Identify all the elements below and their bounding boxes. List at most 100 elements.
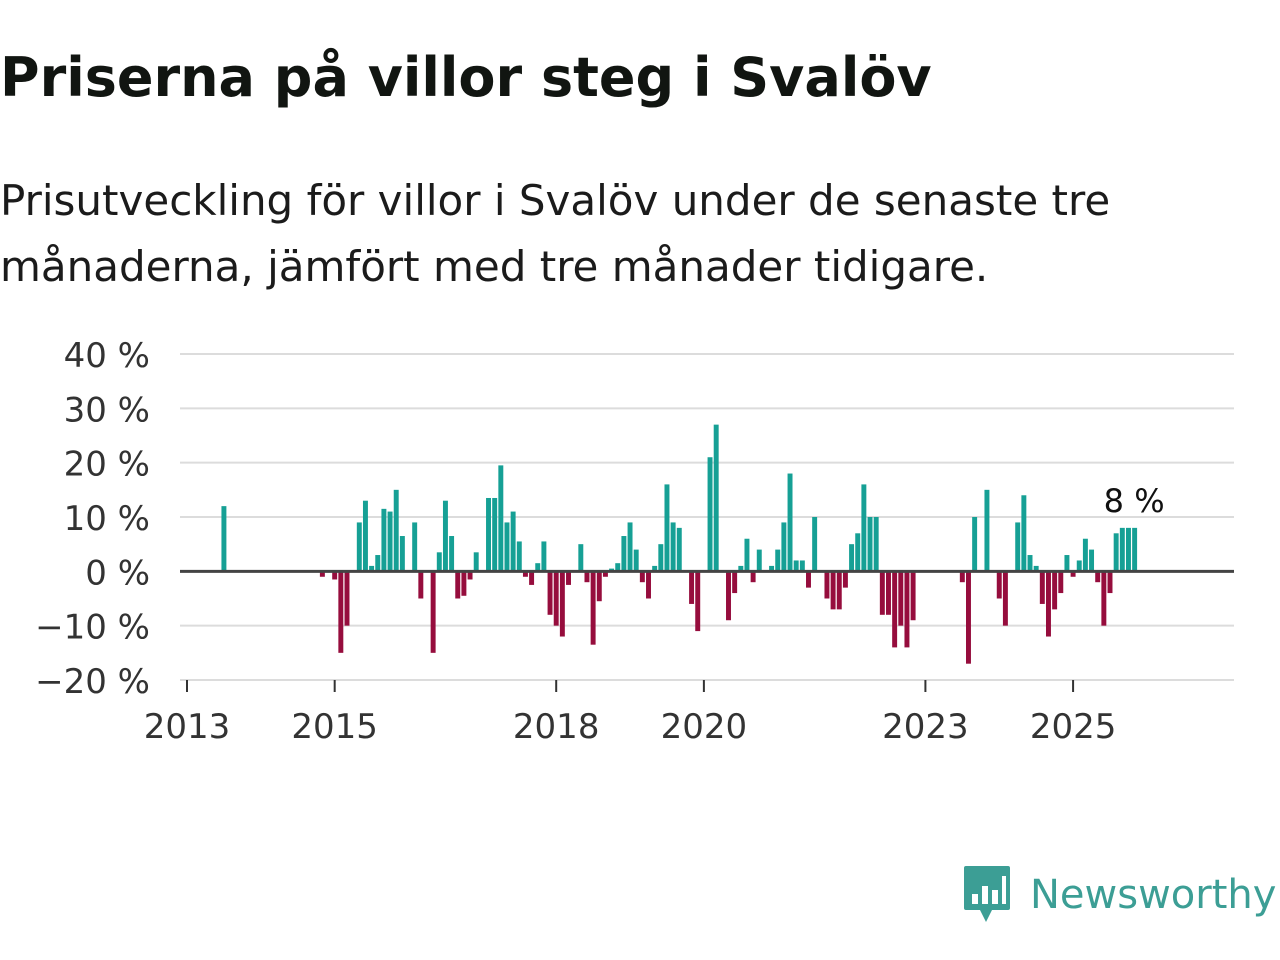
bar [812, 517, 818, 572]
bar [824, 571, 830, 599]
bar [1064, 555, 1070, 572]
bar [842, 571, 848, 588]
bar [707, 457, 713, 572]
bar [1113, 533, 1119, 572]
bar [781, 522, 787, 572]
bar [738, 565, 744, 572]
bar [1095, 571, 1101, 583]
bar [744, 538, 750, 572]
gridlines [180, 353, 1234, 681]
bar [510, 511, 516, 572]
x-tick-label: 2013 [144, 707, 231, 747]
bar [436, 552, 442, 572]
bar [319, 571, 325, 577]
bar [750, 571, 756, 583]
bar [369, 565, 375, 572]
bar [381, 508, 387, 572]
bar [418, 571, 424, 599]
bar [375, 555, 381, 572]
x-tick-label: 2025 [1030, 707, 1117, 747]
bar [959, 571, 965, 583]
bar [695, 571, 701, 632]
bar [492, 497, 498, 572]
bar [584, 571, 590, 583]
bar [356, 522, 362, 572]
bar [1107, 571, 1113, 594]
bar [639, 571, 645, 583]
bar [726, 571, 731, 621]
y-tick-label: 10 % [64, 499, 150, 539]
bar [1045, 571, 1051, 637]
bar [836, 571, 842, 610]
bar [442, 500, 448, 572]
bar [1015, 522, 1021, 572]
y-axis-tick-labels: 40 % 30 % 20 % 10 % 0 % −10 % −20 % [35, 336, 150, 702]
bar [430, 571, 436, 653]
bar [1039, 571, 1045, 604]
bar [904, 571, 910, 648]
bar [879, 571, 885, 615]
bar [529, 571, 535, 585]
x-tick-label: 2015 [291, 707, 378, 747]
bar [1101, 571, 1107, 626]
y-tick-label: 20 % [64, 445, 150, 485]
bar [966, 571, 971, 664]
y-tick-label: −10 % [35, 608, 150, 648]
bar [1125, 527, 1131, 572]
bar [732, 571, 738, 594]
y-tick-label: 0 % [85, 553, 150, 593]
bar [646, 571, 651, 599]
bar [387, 511, 393, 572]
bar [522, 571, 528, 577]
bar [1070, 571, 1076, 577]
bar [633, 549, 639, 572]
bar [972, 517, 978, 572]
bar [1119, 527, 1125, 572]
bar [652, 565, 658, 572]
bar [910, 571, 916, 621]
bar [486, 497, 491, 572]
bar [578, 544, 584, 572]
bar [873, 517, 879, 572]
annotations: 8 % [1104, 482, 1165, 520]
bar [362, 500, 368, 572]
bar [393, 489, 399, 572]
chart-subtitle: Prisutveckling för villor i Svalöv under… [0, 176, 1111, 291]
bar [399, 536, 405, 572]
bar [449, 536, 455, 572]
bar [221, 506, 227, 572]
bar [412, 522, 418, 572]
bar [867, 517, 873, 572]
bar [332, 571, 338, 580]
x-tick-label: 2020 [661, 707, 748, 747]
bar [1076, 560, 1082, 572]
newsworthy-logo: Newsworthy [962, 862, 1276, 928]
bar [793, 560, 799, 572]
bar [886, 571, 891, 615]
bar [996, 571, 1002, 599]
bar [535, 563, 541, 572]
bar [1089, 549, 1095, 572]
bar [799, 560, 805, 572]
bar [787, 473, 793, 572]
x-tick-label: 2018 [513, 707, 600, 747]
bar [849, 544, 855, 572]
bar [615, 563, 621, 572]
bars [221, 424, 1138, 664]
bar [984, 489, 990, 572]
bar [658, 544, 664, 572]
bar [769, 565, 775, 572]
bar [344, 571, 350, 626]
bar [621, 536, 627, 572]
brand-name: Newsworthy [1030, 872, 1277, 918]
bar [461, 571, 467, 596]
y-tick-label: −20 % [35, 662, 150, 702]
bar [455, 571, 461, 599]
bar [775, 549, 781, 572]
bar [898, 571, 904, 626]
bar [1058, 571, 1064, 594]
y-tick-label: 30 % [64, 390, 150, 430]
bar [516, 541, 522, 572]
bar [830, 571, 836, 610]
